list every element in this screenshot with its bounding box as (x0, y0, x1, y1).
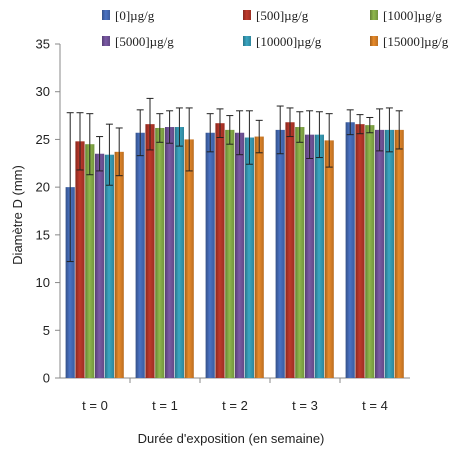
legend-label: [10000]µg/g (256, 34, 322, 49)
bar (315, 135, 324, 378)
bar (385, 130, 394, 378)
bar (206, 133, 215, 378)
bar (95, 154, 104, 378)
y-tick-label: 10 (36, 275, 50, 290)
legend-swatch (370, 36, 378, 46)
bar (285, 122, 294, 378)
bar (155, 128, 164, 378)
x-tick-label: t = 0 (82, 398, 108, 413)
y-axis-title: Diamètre D (mm) (10, 165, 25, 265)
legend-swatch (370, 10, 378, 20)
bar (346, 122, 355, 378)
bar (215, 123, 224, 378)
bar (235, 133, 244, 378)
bar (245, 138, 254, 378)
x-tick-label: t = 1 (152, 398, 178, 413)
bar (295, 127, 304, 378)
y-axis: 0 5 10 15 20 25 30 35 (36, 37, 60, 386)
legend-label: [500]µg/g (256, 8, 309, 23)
bars (66, 122, 404, 378)
x-tick-label: t = 4 (362, 398, 388, 413)
legend-label: [5000]µg/g (115, 34, 174, 49)
bar (325, 140, 334, 378)
bar (365, 125, 374, 378)
bar (75, 141, 84, 378)
y-tick-label: 20 (36, 180, 50, 195)
bar (255, 137, 264, 378)
bar (375, 130, 384, 378)
legend-label: [0]µg/g (115, 8, 155, 23)
bar (115, 152, 124, 378)
legend-label: [1000]µg/g (383, 8, 442, 23)
y-tick-label: 0 (43, 371, 50, 386)
x-tick-label: t = 3 (292, 398, 318, 413)
bar (355, 124, 364, 378)
legend-swatch (243, 10, 251, 20)
bar (165, 127, 174, 378)
legend-label: [15000]µg/g (383, 34, 449, 49)
y-tick-label: 35 (36, 37, 50, 52)
bar (305, 135, 314, 378)
bar (185, 139, 194, 378)
bar (276, 130, 285, 378)
legend-swatch (102, 36, 110, 46)
y-tick-label: 15 (36, 227, 50, 242)
bar (175, 127, 184, 378)
bar (136, 133, 145, 378)
x-axis-title: Durée d'exposition (en semaine) (138, 431, 325, 446)
bar (225, 130, 234, 378)
y-tick-label: 25 (36, 132, 50, 147)
bar (145, 124, 154, 378)
legend-swatch (243, 36, 251, 46)
bar (85, 144, 94, 378)
x-tick-label: t = 2 (222, 398, 248, 413)
y-tick-label: 30 (36, 84, 50, 99)
legend-swatch (102, 10, 110, 20)
y-tick-label: 5 (43, 323, 50, 338)
bar (105, 155, 114, 378)
x-axis: t = 0 t = 1 t = 2 t = 3 t = 4 (60, 378, 410, 413)
legend: [0]µg/g [500]µg/g [1000]µg/g [5000]µg/g [100… (102, 8, 449, 49)
bar (395, 130, 404, 378)
